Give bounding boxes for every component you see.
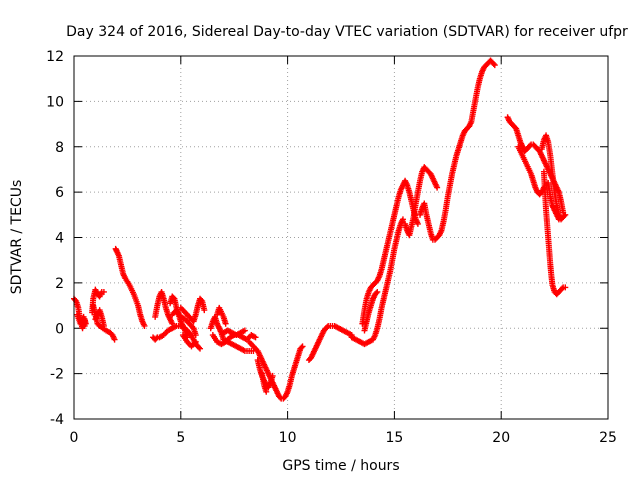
plot-frame: [73, 55, 609, 420]
x-axis-title: GPS time / hours: [282, 458, 399, 474]
data-point: [399, 216, 406, 223]
data-point: [373, 290, 380, 297]
data-point: [561, 212, 568, 219]
x-tick-label: 0: [70, 430, 79, 446]
data-points: [71, 57, 569, 402]
y-tick-label: -4: [50, 412, 64, 428]
data-point: [252, 334, 259, 341]
data-point: [222, 320, 229, 327]
data-point: [490, 60, 497, 67]
chart-title: Day 324 of 2016, Sidereal Day-to-day VTE…: [66, 24, 628, 40]
data-point: [192, 332, 199, 339]
x-tick-label: 20: [492, 430, 510, 446]
data-point: [100, 288, 107, 295]
x-tick-label: 10: [279, 430, 297, 446]
data-point: [153, 335, 160, 342]
data-point: [414, 220, 421, 227]
data-point: [491, 62, 498, 69]
data-point: [192, 338, 199, 345]
y-tick-label: 4: [55, 231, 64, 247]
y-tick-label: 10: [46, 94, 64, 110]
data-point: [263, 388, 270, 395]
data-point: [201, 307, 208, 314]
y-tick-label: 0: [55, 321, 64, 337]
data-point: [197, 345, 204, 352]
y-tick-label: 2: [55, 276, 64, 292]
y-tick-label: 12: [46, 49, 64, 65]
data-point: [169, 320, 176, 327]
y-tick-label: 6: [55, 185, 64, 201]
data-point: [299, 343, 306, 350]
x-tick-label: 15: [385, 430, 403, 446]
data-point: [141, 322, 148, 329]
data-point: [100, 322, 107, 329]
y-tick-label: 8: [55, 140, 64, 156]
data-point: [562, 211, 569, 218]
data-point: [298, 344, 305, 351]
data-point: [324, 324, 331, 331]
data-point: [562, 284, 569, 291]
grid: [74, 56, 608, 419]
data-point: [111, 336, 118, 343]
y-tick-label: -2: [50, 367, 64, 383]
data-point: [81, 322, 88, 329]
data-point: [559, 285, 566, 292]
data-point: [195, 344, 202, 351]
data-point: [269, 372, 276, 379]
data-point: [434, 184, 441, 191]
data-point: [374, 288, 381, 295]
x-tick-label: 5: [176, 430, 185, 446]
x-tick-label: 25: [599, 430, 617, 446]
data-point: [555, 216, 562, 223]
tick-labels: 0 5 10 15 20 25 -4 -2 0 2 4 6 8 10 12: [46, 49, 617, 446]
y-axis-title: SDTVAR / TECUs: [9, 180, 25, 295]
data-point: [241, 327, 248, 334]
